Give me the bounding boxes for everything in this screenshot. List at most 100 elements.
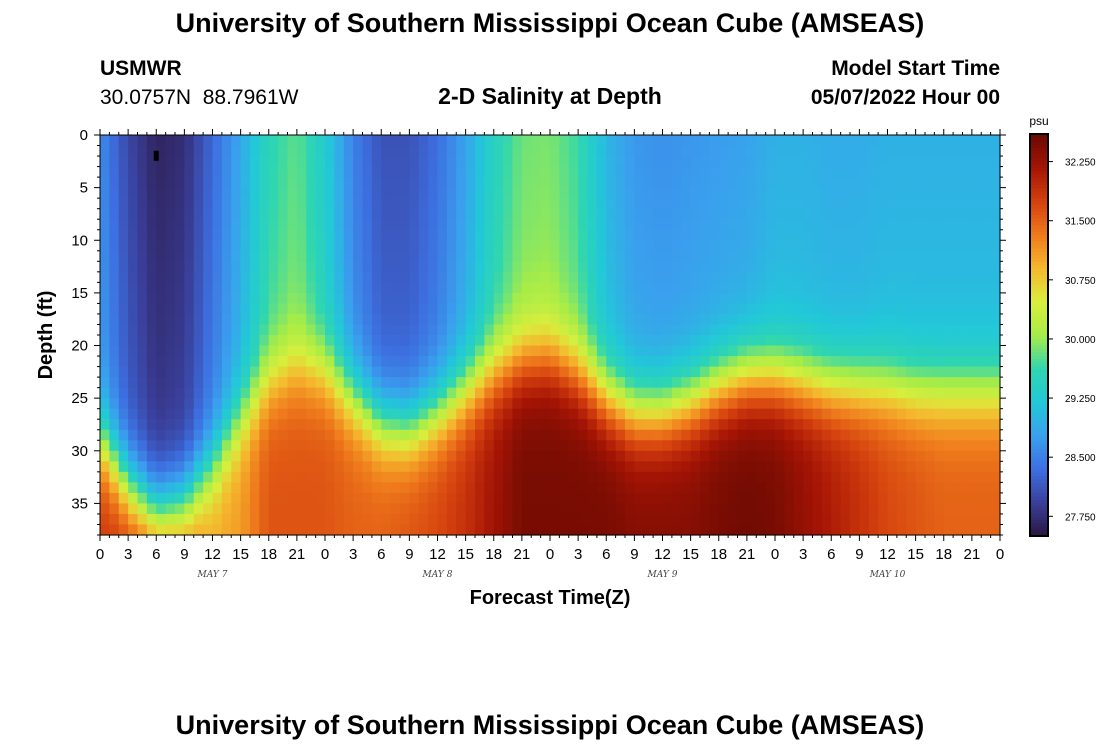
heatmap-cell bbox=[353, 419, 364, 431]
heatmap-cell bbox=[803, 440, 814, 452]
heatmap-cell bbox=[296, 503, 307, 515]
heatmap-cell bbox=[662, 198, 673, 210]
heatmap-cell bbox=[737, 250, 748, 262]
heatmap-cell bbox=[156, 335, 167, 347]
heatmap-cell bbox=[521, 408, 532, 420]
colorbar-segment bbox=[1030, 254, 1048, 259]
heatmap-cell bbox=[184, 250, 195, 262]
heatmap-cell bbox=[906, 219, 917, 231]
heatmap-cell bbox=[587, 450, 598, 462]
heatmap-cell bbox=[943, 492, 954, 505]
heatmap-cell bbox=[381, 271, 392, 283]
heatmap-cell bbox=[887, 166, 898, 178]
heatmap-cell bbox=[100, 177, 110, 189]
heatmap-cell bbox=[643, 271, 654, 283]
heatmap-cell bbox=[784, 387, 795, 399]
heatmap-cell bbox=[259, 513, 270, 526]
heatmap-cell bbox=[165, 513, 176, 526]
heatmap-cell bbox=[728, 292, 739, 305]
heatmap-cell bbox=[925, 524, 935, 536]
heatmap-cell bbox=[859, 377, 870, 389]
heatmap-cell bbox=[306, 450, 317, 462]
heatmap-cell bbox=[784, 440, 795, 452]
heatmap-cell bbox=[531, 156, 542, 168]
heatmap-cell bbox=[653, 208, 664, 220]
heatmap-cell bbox=[268, 187, 279, 199]
heatmap-cell bbox=[662, 177, 673, 189]
heatmap-cell bbox=[615, 419, 626, 431]
heatmap-cell bbox=[334, 450, 345, 462]
heatmap-cell bbox=[681, 240, 692, 252]
heatmap-cell bbox=[456, 524, 467, 536]
heatmap-cell bbox=[868, 440, 879, 452]
heatmap-cell bbox=[878, 440, 889, 452]
heatmap-cell bbox=[446, 408, 457, 420]
colorbar-segment bbox=[1030, 435, 1048, 440]
heatmap-cell bbox=[371, 303, 382, 315]
heatmap-cell bbox=[784, 419, 795, 431]
heatmap-cell bbox=[559, 366, 570, 378]
heatmap-cell bbox=[428, 345, 439, 357]
heatmap-cell bbox=[625, 313, 635, 326]
heatmap-cell bbox=[578, 324, 589, 336]
heatmap-cell bbox=[831, 156, 842, 168]
heatmap-cell bbox=[775, 524, 785, 536]
heatmap-cell bbox=[475, 408, 485, 420]
heatmap-cell bbox=[278, 503, 289, 515]
heatmap-cell bbox=[531, 471, 542, 483]
heatmap-cell bbox=[137, 398, 148, 410]
heatmap-cell bbox=[943, 229, 954, 241]
heatmap-cell bbox=[981, 429, 992, 441]
heatmap-cell bbox=[278, 377, 289, 389]
heatmap-cell bbox=[896, 429, 907, 441]
heatmap-cell bbox=[643, 219, 654, 231]
heatmap-cell bbox=[437, 145, 448, 157]
heatmap-cell bbox=[981, 398, 992, 410]
colorbar-segment bbox=[1030, 422, 1048, 427]
heatmap-cell bbox=[521, 513, 532, 526]
heatmap-cell bbox=[568, 461, 579, 473]
heatmap-cell bbox=[390, 303, 401, 315]
heatmap-cell bbox=[559, 356, 570, 368]
heatmap-cell bbox=[962, 440, 973, 452]
heatmap-cell bbox=[550, 492, 560, 505]
heatmap-cell bbox=[118, 345, 129, 357]
heatmap-cell bbox=[896, 461, 907, 473]
heatmap-cell bbox=[953, 229, 964, 241]
heatmap-cell bbox=[334, 461, 345, 473]
heatmap-cell bbox=[165, 187, 176, 199]
heatmap-cell bbox=[756, 429, 767, 441]
heatmap-cell bbox=[728, 177, 739, 189]
heatmap-cell bbox=[925, 492, 935, 505]
heatmap-cell bbox=[953, 366, 964, 378]
colorbar-segment bbox=[1030, 261, 1048, 266]
heatmap-cell bbox=[100, 219, 110, 231]
heatmap-cell bbox=[990, 450, 1001, 462]
heatmap-cell bbox=[671, 450, 682, 462]
heatmap-cell bbox=[268, 408, 279, 420]
heatmap-cell bbox=[531, 135, 542, 147]
heatmap-cell bbox=[362, 156, 373, 168]
y-tick-label: 25 bbox=[71, 390, 88, 407]
heatmap-cell bbox=[343, 219, 354, 231]
heatmap-cell bbox=[484, 377, 495, 389]
heatmap-cell bbox=[606, 366, 617, 378]
heatmap-cell bbox=[128, 482, 139, 494]
heatmap-cell bbox=[371, 166, 382, 178]
heatmap-cell bbox=[737, 345, 748, 357]
heatmap-cell bbox=[118, 292, 129, 305]
heatmap-cell bbox=[596, 398, 607, 410]
heatmap-cell bbox=[934, 377, 945, 389]
heatmap-cell bbox=[831, 271, 842, 283]
heatmap-cell bbox=[625, 324, 635, 336]
heatmap-cell bbox=[850, 429, 860, 441]
heatmap-cell bbox=[250, 440, 260, 452]
heatmap-cell bbox=[184, 229, 195, 241]
heatmap-cell bbox=[203, 513, 214, 526]
heatmap-cell bbox=[325, 303, 335, 315]
heatmap-cell bbox=[831, 356, 842, 368]
heatmap-cell bbox=[625, 261, 635, 273]
heatmap-cell bbox=[250, 303, 260, 315]
heatmap-cell bbox=[700, 450, 710, 462]
colorbar-segment bbox=[1030, 525, 1048, 530]
